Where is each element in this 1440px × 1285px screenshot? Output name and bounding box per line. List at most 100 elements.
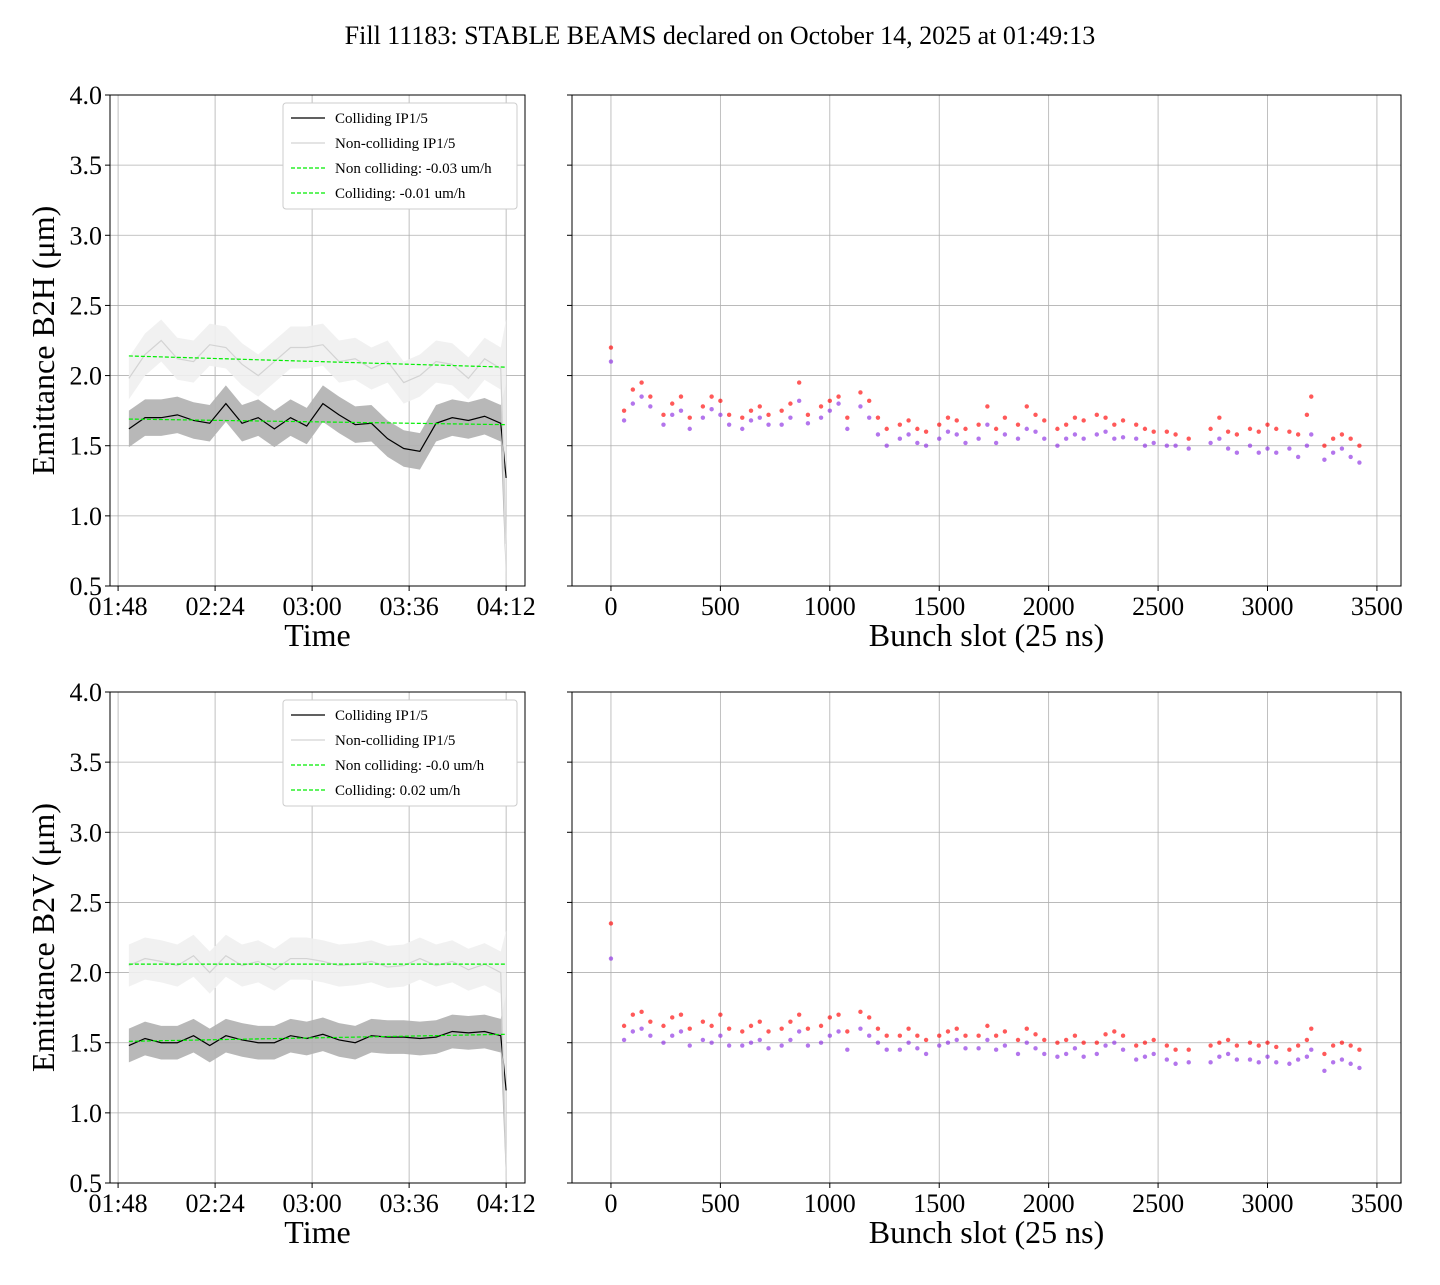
scatter-point [709, 1040, 714, 1045]
scatter-point [985, 1023, 990, 1029]
axes-frame [109, 691, 526, 1184]
scatter-point [1112, 422, 1117, 427]
scatter-point [845, 1029, 850, 1034]
scatter-point [796, 398, 802, 404]
scatter-point [1151, 1037, 1156, 1043]
scatter-point [827, 1015, 833, 1020]
scatter-point [836, 401, 841, 406]
scatter-point [1063, 436, 1069, 441]
scatter-point [1164, 443, 1170, 448]
y-tick-label: 2.0 [70, 362, 103, 391]
scatter-point [687, 415, 692, 420]
scatter-point [630, 1012, 636, 1017]
x-tick-label: 1000 [804, 1189, 856, 1218]
scatter-point [1256, 450, 1261, 455]
scatter-point [661, 1040, 666, 1045]
x-tick-label: 0 [604, 1189, 617, 1218]
scatter-point [866, 1015, 872, 1020]
scatter-point [648, 404, 653, 409]
series-line [128, 418, 507, 426]
scatter-point [1339, 1057, 1345, 1062]
scatter-point [1234, 432, 1240, 437]
scatter-point [805, 421, 811, 426]
series-line [128, 402, 507, 479]
x-tick-label: 3000 [1242, 592, 1294, 621]
scatter-point [1015, 1037, 1021, 1043]
x-tick-label: 3000 [1242, 1189, 1294, 1218]
scatter-point [1063, 1051, 1069, 1057]
x-tick-label: 02:24 [185, 592, 244, 621]
scatter-point [1173, 1061, 1178, 1066]
scatter-point [1274, 1044, 1279, 1050]
scatter-point [1055, 1040, 1060, 1045]
scatter-point [1322, 1051, 1327, 1057]
legend-label: Colliding IP1/5 [335, 708, 428, 724]
scatter-point [1357, 460, 1362, 465]
scatter-point [608, 956, 614, 961]
scatter-point [757, 1037, 762, 1043]
legend-label: Colliding: 0.02 um/h [335, 783, 461, 799]
y-tick-label: 4.0 [70, 678, 103, 707]
scatter-point [1265, 422, 1270, 427]
series-line [128, 1033, 507, 1042]
scatter-point [779, 422, 784, 427]
scatter-point [1112, 1029, 1117, 1034]
axes-frame [109, 94, 526, 587]
scatter-point [1094, 1051, 1099, 1057]
scatter-point [805, 1043, 811, 1048]
scatter-point [1142, 1054, 1148, 1059]
x-tick-label: 01:48 [88, 1189, 147, 1218]
scatter-point [915, 1046, 920, 1051]
error-band [128, 993, 507, 1183]
scatter-point [1348, 436, 1353, 441]
scatter-point [818, 1040, 824, 1045]
scatter-point [875, 1040, 881, 1045]
x-tick-label: 2500 [1132, 1189, 1184, 1218]
scatter-point [937, 1033, 942, 1038]
scatter-point [1103, 415, 1108, 420]
scatter-point [1042, 1051, 1047, 1057]
scatter-point [923, 429, 929, 434]
scatter-point [621, 1023, 627, 1029]
scatter-point [796, 1029, 802, 1034]
axes-frame [571, 94, 1402, 587]
scatter-point [1357, 443, 1362, 448]
scatter-point [1072, 432, 1078, 437]
x-tick-label: 0 [604, 592, 617, 621]
scatter-point [1164, 1043, 1170, 1048]
scatter-point [788, 1037, 793, 1043]
scatter-point [836, 1012, 841, 1017]
scatter-point [884, 1033, 889, 1038]
scatter-point [648, 1033, 653, 1038]
scatter-point [945, 429, 951, 434]
scatter-point [915, 440, 920, 446]
scatter-point [1274, 1060, 1279, 1065]
scatter-point [1164, 429, 1170, 434]
scatter-point [945, 1029, 951, 1034]
scatter-point [1357, 1065, 1362, 1071]
scatter-point [845, 1047, 850, 1052]
panel: 0 500 1000 1500 2000 2500 3000 3500 Bunch slot (… [567, 691, 1403, 1250]
scatter-point [621, 408, 627, 413]
y-tick-label: 3.0 [70, 221, 103, 250]
scatter-point [1322, 1068, 1327, 1073]
series-line [128, 954, 507, 1169]
scatter-point [1330, 436, 1336, 441]
scatter-point [1133, 1043, 1139, 1048]
scatter-point [1081, 436, 1086, 441]
scatter-point [1033, 429, 1038, 434]
scatter-point [718, 1033, 723, 1038]
scatter-point [1112, 436, 1117, 441]
scatter-point [1024, 1040, 1029, 1045]
scatter-point [1265, 1054, 1270, 1059]
scatter-point [897, 1033, 903, 1038]
scatter-point [1274, 426, 1279, 432]
scatter-point [1287, 446, 1292, 451]
error-band [128, 319, 507, 586]
scatter-point [1208, 1060, 1213, 1065]
scatter-point [884, 426, 889, 432]
scatter-point [670, 412, 675, 418]
scatter-point [709, 407, 714, 412]
scatter-point [1322, 443, 1327, 448]
x-tick-label: 2000 [1023, 592, 1075, 621]
